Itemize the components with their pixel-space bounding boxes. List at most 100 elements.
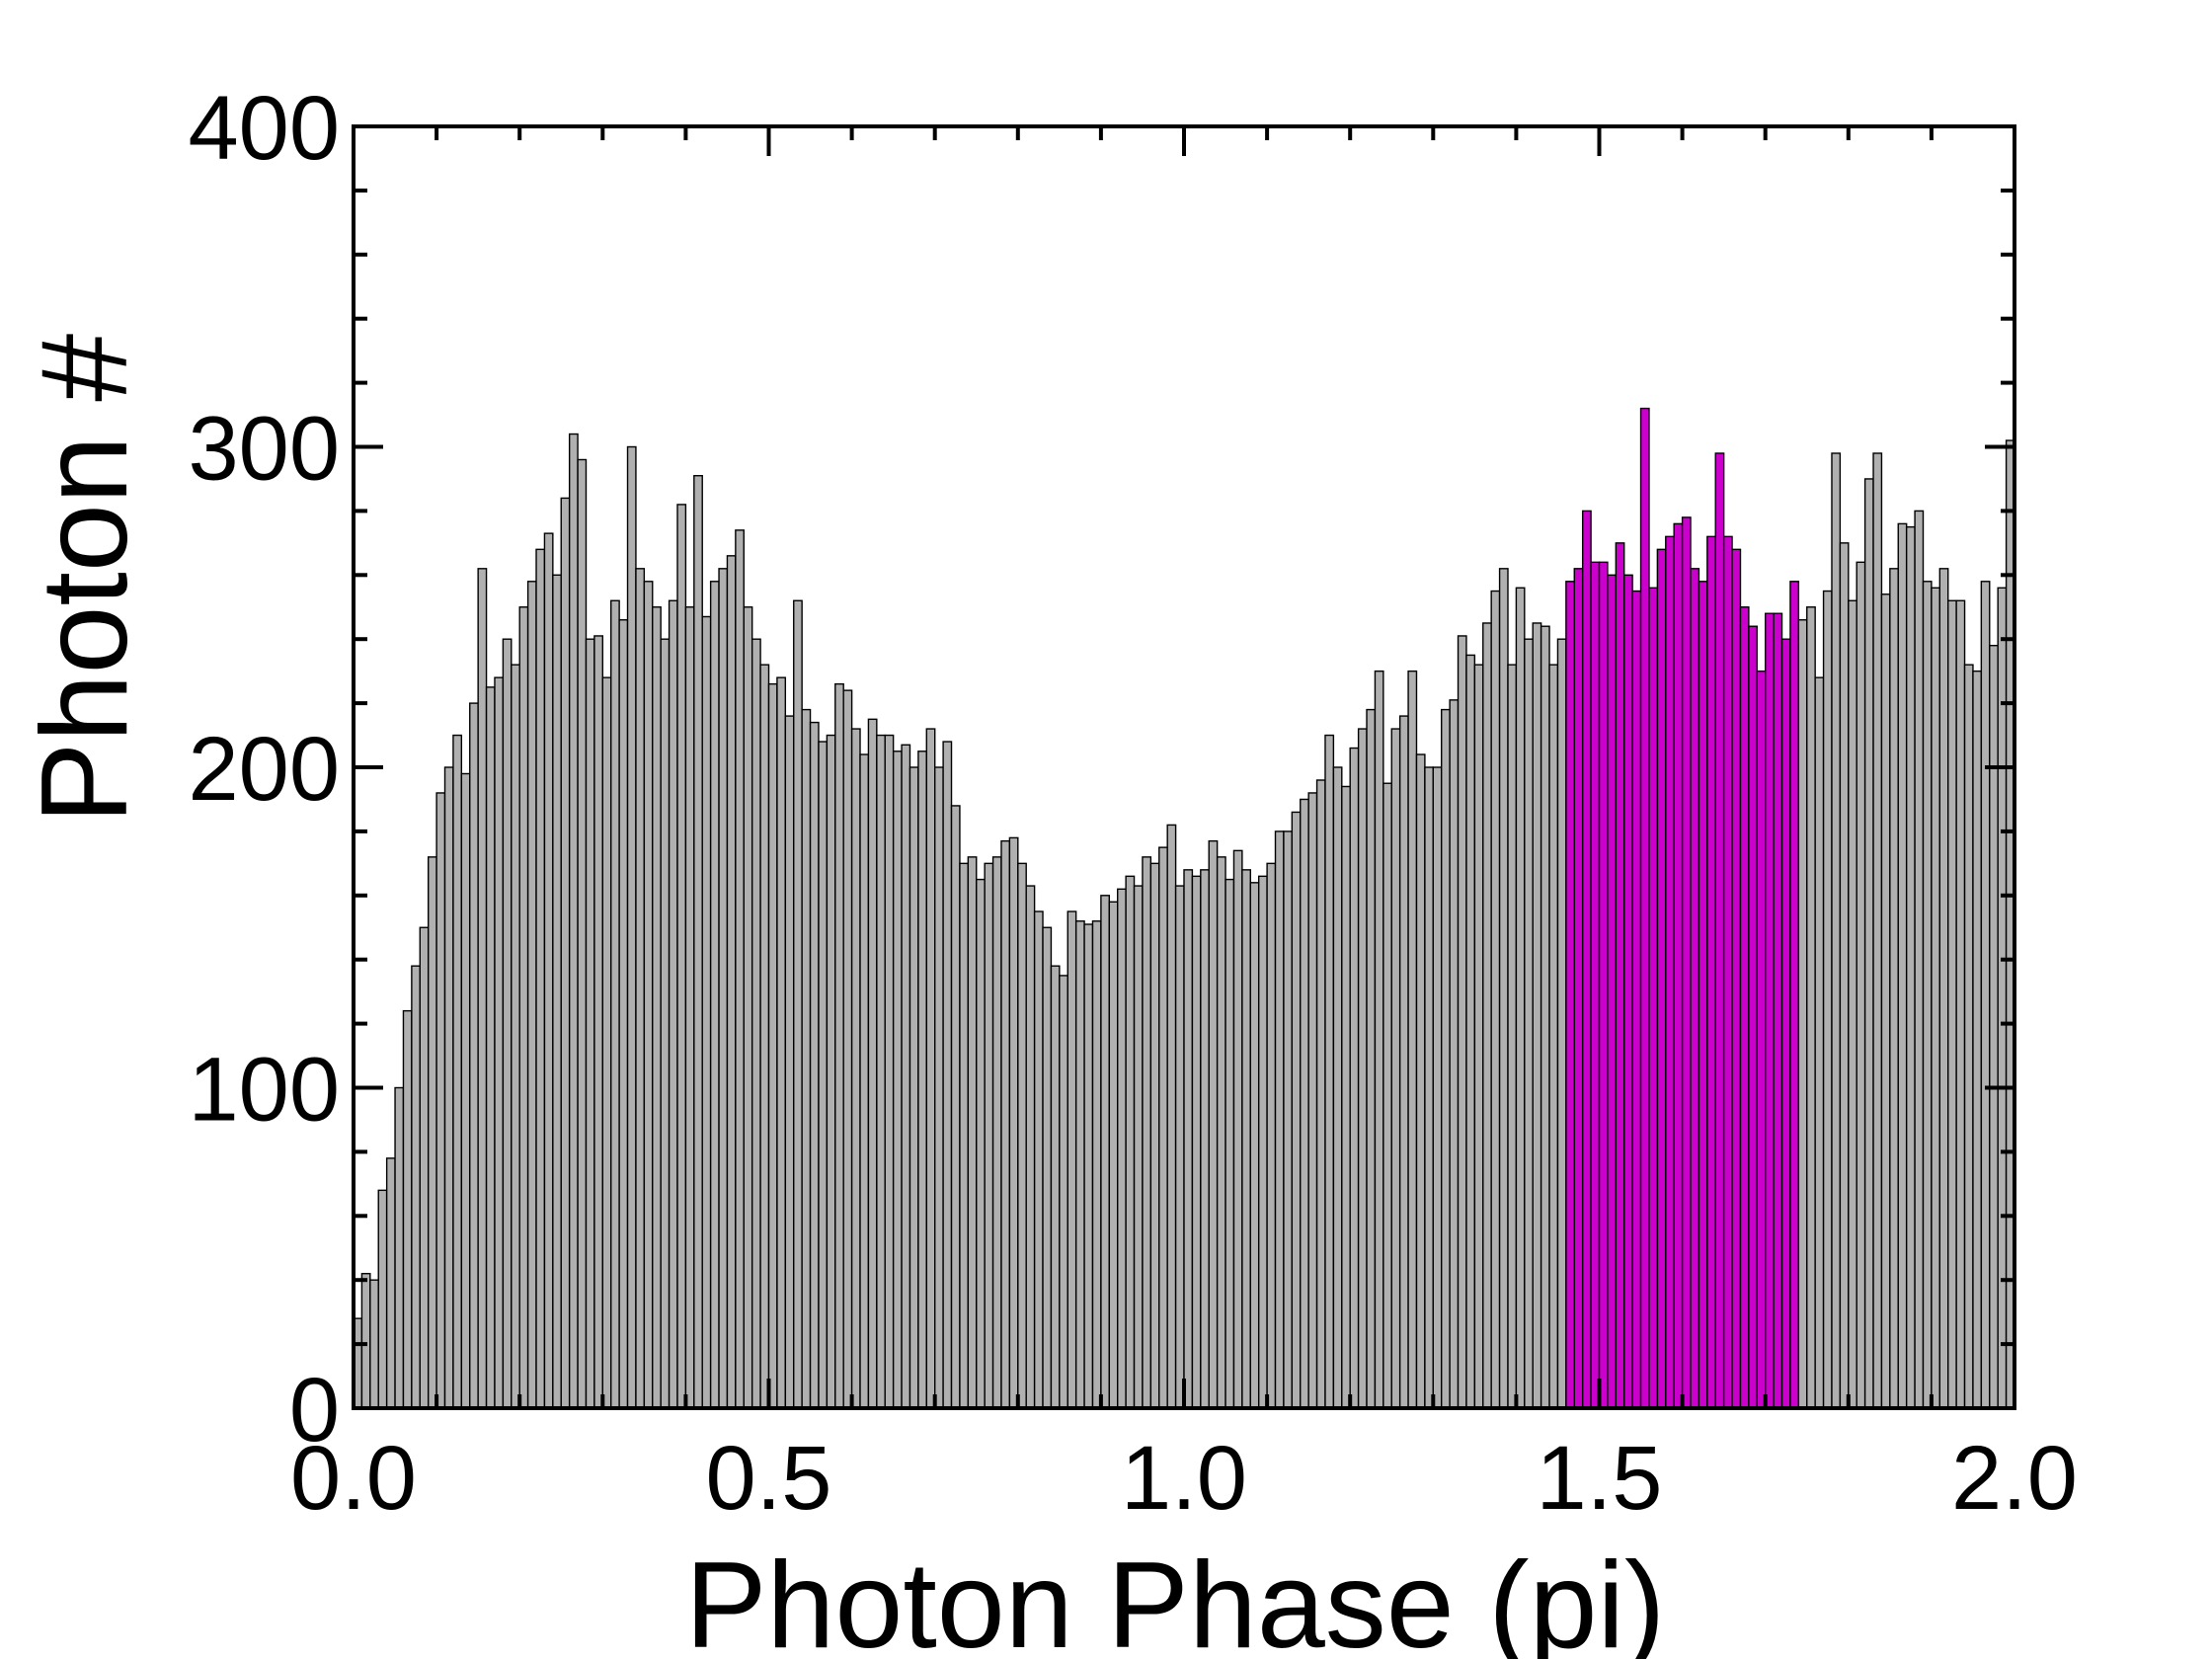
bar [593, 635, 604, 1409]
bar [652, 606, 662, 1409]
bar [1307, 792, 1318, 1409]
bar [743, 606, 753, 1409]
bar [477, 568, 488, 1409]
x-tick-label: 1.0 [1121, 1428, 1247, 1529]
bar [1133, 885, 1144, 1409]
bar [660, 638, 671, 1409]
bar [1822, 590, 1833, 1409]
bar [676, 504, 687, 1409]
bar-highlighted [1773, 612, 1783, 1409]
bar [443, 766, 454, 1409]
bar [842, 689, 853, 1409]
bar [1166, 824, 1177, 1409]
bar [1814, 676, 1825, 1409]
bar [1449, 699, 1460, 1409]
bar [402, 1009, 413, 1409]
bar-highlighted [1673, 522, 1684, 1409]
bar [1905, 525, 1916, 1409]
bar [876, 734, 886, 1409]
bar [419, 926, 430, 1409]
bar [784, 715, 795, 1409]
bar [543, 532, 554, 1409]
bar [610, 599, 620, 1409]
bar [1216, 856, 1226, 1409]
bar [942, 741, 953, 1409]
bar [360, 1273, 371, 1409]
bar [635, 568, 646, 1409]
bar [1149, 862, 1160, 1409]
bar [1797, 619, 1808, 1409]
bar [1465, 654, 1476, 1409]
bar [1174, 885, 1185, 1409]
bar [1848, 599, 1857, 1409]
bar [793, 599, 803, 1409]
bar-highlighted [1714, 452, 1725, 1409]
bar [1332, 766, 1343, 1409]
bar [1889, 568, 1899, 1409]
bar [1033, 910, 1044, 1409]
bar [735, 529, 745, 1409]
bar [809, 721, 820, 1409]
bar [1074, 920, 1085, 1409]
bar [1374, 670, 1384, 1409]
bar [1390, 728, 1401, 1409]
bar [1232, 849, 1243, 1409]
y-tick-label: 100 [189, 1040, 341, 1141]
bar [1441, 708, 1451, 1409]
bar [991, 856, 1002, 1409]
bar [1017, 862, 1027, 1409]
bar-highlighted [1706, 535, 1716, 1409]
bar [818, 741, 829, 1409]
bar-highlighted [1780, 638, 1791, 1409]
bar [1931, 587, 1941, 1409]
bar [1357, 728, 1368, 1409]
bar [1914, 510, 1925, 1409]
bar [950, 805, 961, 1409]
bar-highlighted [1590, 561, 1601, 1409]
bar [1398, 715, 1409, 1409]
bar [411, 965, 421, 1409]
bar [1158, 846, 1168, 1409]
bar [1831, 452, 1842, 1409]
bar [1989, 644, 1999, 1409]
bar [1556, 638, 1567, 1409]
y-axis-title: Photon # [17, 334, 153, 824]
bar [1366, 708, 1377, 1409]
bar [394, 1086, 405, 1409]
bar [1963, 664, 1974, 1409]
bar-highlighted [1565, 581, 1575, 1409]
bar [1880, 593, 1891, 1409]
bar [1980, 581, 1991, 1409]
bar [1856, 561, 1866, 1409]
bar [976, 878, 986, 1409]
bar [1208, 839, 1219, 1409]
bar [1224, 878, 1235, 1409]
bar [1091, 920, 1102, 1409]
x-tick-label: 2.0 [1951, 1428, 2078, 1529]
bar [1000, 839, 1011, 1409]
bar [502, 638, 513, 1409]
bar [767, 682, 778, 1409]
bar [552, 574, 562, 1409]
bar [1083, 923, 1094, 1409]
bar [1997, 587, 2008, 1409]
bar [859, 753, 870, 1409]
bar [460, 772, 471, 1409]
bar [1257, 875, 1268, 1409]
bar [568, 433, 579, 1409]
bar [585, 638, 595, 1409]
bar [485, 686, 496, 1409]
x-tick-label: 1.5 [1537, 1428, 1663, 1529]
bar [1125, 875, 1136, 1409]
ticks-group [352, 124, 2016, 1410]
bar [1283, 830, 1294, 1409]
bar [1473, 664, 1484, 1409]
bar [1872, 452, 1883, 1409]
bar [1100, 895, 1111, 1409]
bar [1806, 606, 1816, 1409]
bar [1947, 599, 1957, 1409]
bar [1008, 836, 1019, 1409]
y-tick-label: 200 [189, 719, 341, 820]
bar [452, 734, 463, 1409]
bar [925, 728, 936, 1409]
